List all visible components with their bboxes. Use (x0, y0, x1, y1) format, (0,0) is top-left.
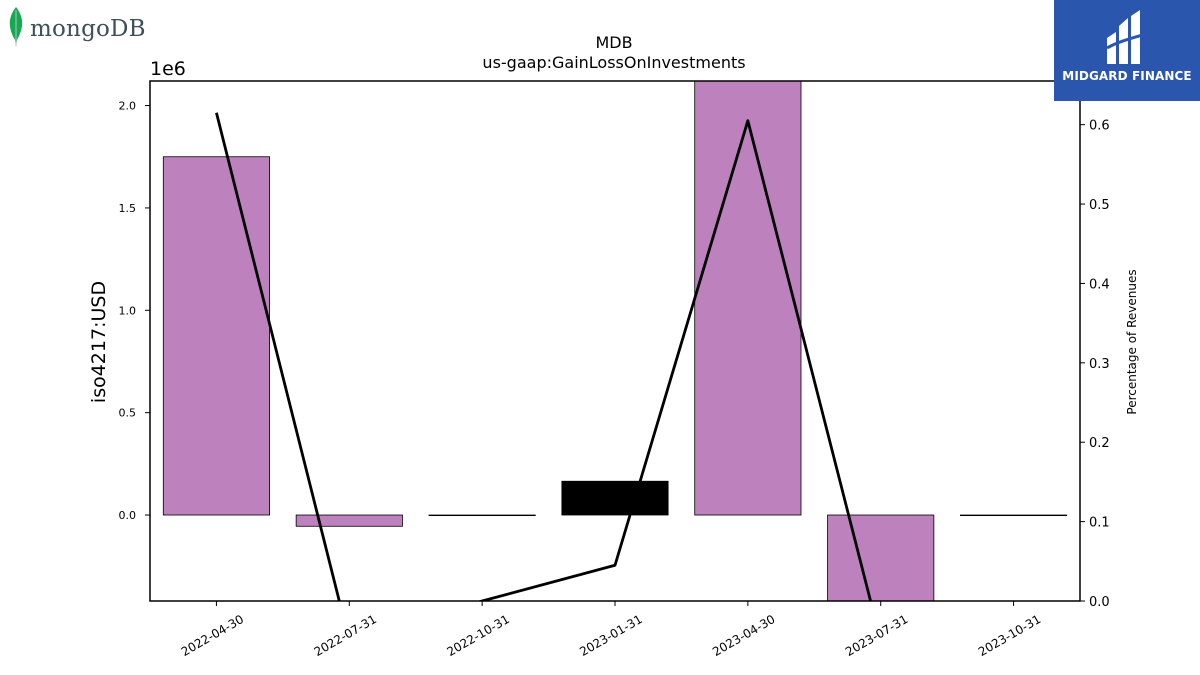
bar-2023-07-31 (827, 514, 935, 601)
y2-tick-label: 0.3 (1089, 357, 1110, 372)
y2-tick-label: 0.6 (1089, 119, 1110, 134)
bar-2023-01-31 (561, 480, 669, 516)
bar-series (162, 81, 1068, 601)
y-tick-label: 0.5 (119, 407, 137, 420)
bar-2023-10-31 (960, 514, 1068, 517)
bar-2023-04-30 (694, 81, 802, 516)
bar-2022-10-31 (428, 514, 536, 517)
chart-subtitle: us-gaap:GainLossOnInvestments (482, 53, 745, 72)
y2-axis-label: Percentage of Revenues (1125, 269, 1139, 414)
plot-frame (149, 80, 1081, 602)
x-tick-label: 2022-04-30 (179, 612, 246, 659)
y-axis-multiplier: 1e6 (150, 58, 186, 80)
x-tick-label: 2022-07-31 (312, 612, 379, 659)
mongodb-logo: mongoDB (4, 4, 164, 48)
y-tick-label: 0.0 (119, 509, 137, 522)
y-tick-label: 2.0 (119, 100, 137, 113)
y-tick-label: 1.0 (119, 304, 137, 317)
y2-tick-label: 0.1 (1089, 516, 1110, 531)
x-tick-label: 2022-10-31 (444, 612, 511, 659)
line-series (215, 112, 873, 601)
mongodb-logo-text: mongoDB (30, 16, 146, 42)
x-tick-label: 2023-10-31 (976, 612, 1043, 659)
y-axis-label: iso4217:USD (88, 281, 110, 403)
x-tick-label: 2023-04-30 (710, 612, 777, 659)
y2-tick-label: 0.2 (1089, 436, 1110, 451)
y2-tick-label: 0.4 (1089, 277, 1110, 292)
midgard-finance-logo: MIDGARD FINANCE (1054, 0, 1200, 101)
x-tick-label: 2023-07-31 (843, 612, 910, 659)
midgard-finance-text: MIDGARD FINANCE (1062, 69, 1192, 83)
y2-tick-label: 0.0 (1089, 595, 1110, 610)
midgard-mark-icon (1106, 10, 1147, 64)
leaf-icon (9, 7, 23, 47)
x-tick-label: 2023-01-31 (577, 612, 644, 659)
percentage-line (215, 112, 873, 601)
y2-tick-label: 0.5 (1089, 198, 1110, 213)
bar-2022-07-31 (295, 514, 403, 527)
bar-2022-04-30 (162, 156, 270, 516)
y-tick-label: 1.5 (119, 202, 137, 215)
chart-title: MDB (595, 33, 632, 52)
